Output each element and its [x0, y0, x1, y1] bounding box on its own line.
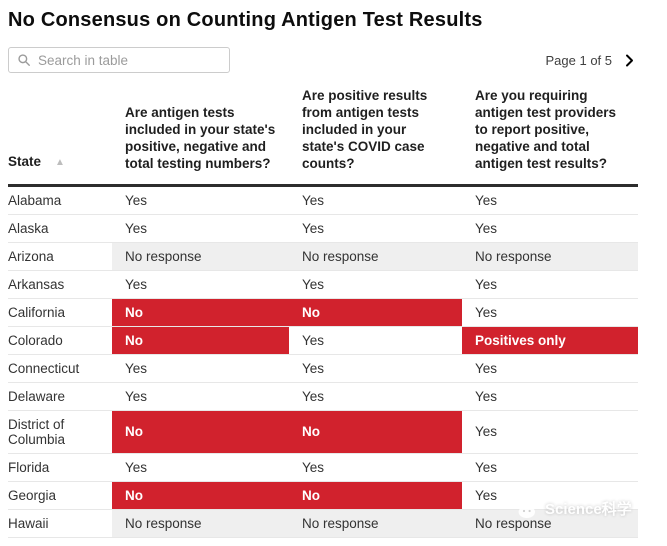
cell-answer: Yes [462, 382, 638, 411]
cell-state: Arizona [8, 242, 112, 271]
cell-answer: Yes [112, 270, 289, 299]
cell-answer: Yes [112, 453, 289, 482]
cell-state: Alabama [8, 185, 112, 215]
cell-answer: Yes [462, 298, 638, 327]
cell-answer: No response [289, 242, 462, 271]
table-row: Colorado No Yes Positives only [8, 326, 638, 355]
cell-state: California [8, 298, 112, 327]
page-indicator: Page 1 of 5 [545, 52, 613, 68]
table-row: Delaware Yes Yes Yes [8, 382, 638, 411]
data-table: State ▲ Are antigen tests included in you… [8, 73, 638, 538]
table-row: California No No Yes [8, 298, 638, 327]
column-header-q1[interactable]: Are antigen tests included in your state… [112, 73, 289, 187]
cell-answer: Positives only [462, 326, 638, 355]
cell-answer: Yes [462, 410, 638, 454]
chevron-right-icon [626, 54, 633, 67]
next-page-button[interactable] [622, 52, 637, 68]
page-title: No Consensus on Counting Antigen Test Re… [8, 9, 483, 31]
cell-state: Arkansas [8, 270, 112, 299]
cell-state: District of Columbia [8, 410, 112, 454]
search-box[interactable] [8, 47, 230, 73]
cell-answer: Yes [289, 270, 462, 299]
cell-state: Alaska [8, 214, 112, 243]
cell-answer: Yes [112, 354, 289, 383]
search-icon [18, 54, 30, 66]
table-row: Alabama Yes Yes Yes [8, 185, 638, 215]
cell-answer: Yes [289, 326, 462, 355]
cell-answer: No response [289, 509, 462, 538]
cell-answer: No [112, 481, 289, 510]
cell-answer: No [112, 298, 289, 327]
column-header-label: Are positive results from antigen tests … [302, 87, 428, 171]
header-row: State ▲ Are antigen tests included in you… [8, 73, 638, 187]
table-row: Georgia No No Yes [8, 481, 638, 510]
cell-answer: No [289, 298, 462, 327]
sort-ascending-icon: ▲ [55, 156, 65, 168]
table-row: Arizona No response No response No response [8, 242, 638, 271]
cell-answer: Yes [462, 214, 638, 243]
cell-answer: No response [112, 242, 289, 271]
cell-state: Delaware [8, 382, 112, 411]
cell-state: Connecticut [8, 354, 112, 383]
cell-answer: Yes [112, 382, 289, 411]
cell-answer: Yes [462, 185, 638, 215]
cell-answer: Yes [462, 354, 638, 383]
table-row: Arkansas Yes Yes Yes [8, 270, 638, 299]
cell-answer: No [112, 326, 289, 355]
cell-state: Hawaii [8, 509, 112, 538]
pagination: Page 1 of 5 [546, 52, 638, 68]
table-toolbar: Page 1 of 5 [8, 47, 637, 73]
column-header-q3[interactable]: Are you requiring antigen test providers… [462, 73, 638, 187]
table-row: Hawaii No response No response No response [8, 509, 638, 538]
cell-answer: No response [462, 242, 638, 271]
cell-answer: No response [462, 509, 638, 538]
cell-answer: Yes [289, 185, 462, 215]
cell-answer: Yes [112, 185, 289, 215]
table-body: Alabama Yes Yes Yes Alaska Yes Yes Yes Arizona No… [8, 185, 638, 538]
column-header-label: Are you requiring antigen test providers… [475, 87, 617, 171]
column-header-label: Are antigen tests included in your state… [125, 104, 276, 171]
table-row: District of Columbia No No Yes [8, 410, 638, 454]
cell-answer: No [289, 481, 462, 510]
cell-answer: Yes [289, 453, 462, 482]
column-header-state[interactable]: State ▲ [8, 73, 112, 187]
cell-state: Colorado [8, 326, 112, 355]
cell-answer: Yes [289, 214, 462, 243]
cell-answer: No response [112, 509, 289, 538]
table-row: Connecticut Yes Yes Yes [8, 354, 638, 383]
table-row: Florida Yes Yes Yes [8, 453, 638, 482]
cell-answer: Yes [289, 354, 462, 383]
table-row: Alaska Yes Yes Yes [8, 214, 638, 243]
search-input[interactable] [38, 52, 223, 68]
cell-answer: No [112, 410, 289, 454]
cell-state: Florida [8, 453, 112, 482]
cell-answer: No [289, 410, 462, 454]
cell-state: Georgia [8, 481, 112, 510]
cell-answer: Yes [112, 214, 289, 243]
cell-answer: Yes [289, 382, 462, 411]
cell-answer: Yes [462, 270, 638, 299]
column-header-label: State [8, 153, 42, 169]
column-header-q2[interactable]: Are positive results from antigen tests … [289, 73, 462, 187]
cell-answer: Yes [462, 481, 638, 510]
cell-answer: Yes [462, 453, 638, 482]
